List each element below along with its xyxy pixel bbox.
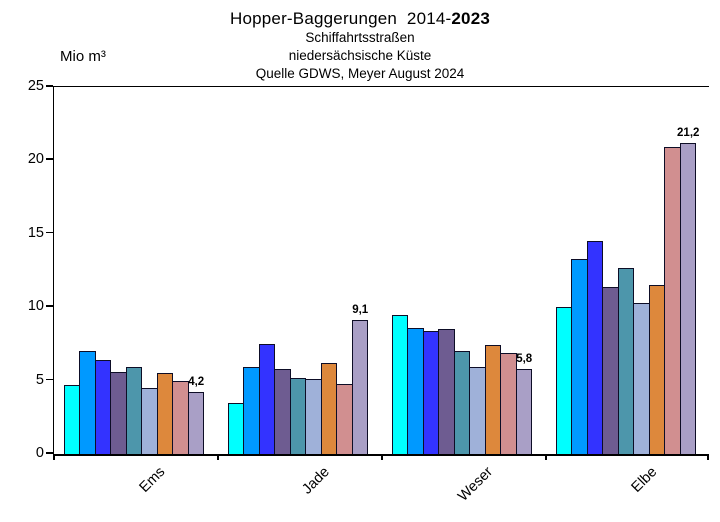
y-tick-20	[46, 158, 53, 160]
bar-group-elbe: 21,2	[556, 87, 700, 454]
bar-elbe-1	[556, 307, 573, 454]
bar-weser-3	[422, 330, 440, 454]
x-axis-label-ems: Ems	[136, 464, 169, 496]
data-label-jade: 9,1	[352, 304, 369, 317]
bar-jade-1	[228, 402, 245, 454]
title-block: Hopper-Baggerungen 2014-2023 Schiffahrts…	[0, 9, 720, 83]
bar-ems-8	[172, 380, 189, 454]
y-tick-label-25: 25	[27, 78, 44, 94]
bar-jade-7	[320, 362, 338, 454]
y-tick-label-15: 15	[27, 224, 44, 241]
y-tick-label-5: 5	[35, 371, 44, 388]
bar-group-weser: 5,8	[392, 87, 532, 454]
bar-elbe-2	[571, 258, 588, 454]
y-tick-label-0: 0	[35, 445, 44, 461]
bar-ems-5	[125, 367, 143, 454]
bar-elbe-3	[586, 241, 604, 454]
y-tick-10	[46, 305, 53, 307]
bar-ems-7	[156, 373, 174, 454]
y-tick-5	[46, 378, 53, 381]
bar-elbe-6	[633, 302, 650, 454]
bar-jade-5	[289, 377, 307, 454]
bar-group-jade: 9,1	[228, 87, 368, 454]
bar-jade-4	[274, 368, 291, 454]
y-tick-25	[46, 85, 53, 87]
y-tick-15	[46, 231, 53, 234]
bar-jade-2	[243, 367, 260, 454]
data-label-elbe: 21,2	[677, 126, 700, 139]
bar-weser-9	[515, 368, 532, 454]
bar-ems-6	[141, 387, 158, 454]
chart-subtitle-3: Quelle GDWS, Meyer August 2024	[255, 66, 465, 81]
x-tick-1	[53, 454, 55, 460]
bar-elbe-5	[617, 267, 635, 454]
y-tick-label-20: 20	[27, 151, 44, 168]
bar-jade-3	[258, 343, 276, 454]
bar-weser-5	[453, 351, 471, 454]
bar-ems-9	[187, 392, 204, 454]
x-axis-label-elbe: Elbe	[628, 464, 661, 496]
chart-title-prefix: Hopper-Baggerungen 2014-	[229, 9, 452, 28]
bar-weser-4	[438, 329, 455, 454]
bar-jade-6	[305, 379, 322, 454]
bar-elbe-7	[648, 285, 666, 454]
bar-elbe-8	[664, 147, 681, 454]
bar-weser-8	[500, 352, 517, 454]
bar-weser-2	[407, 327, 424, 454]
x-axis-label-jade: Jade	[298, 464, 333, 498]
chart-title-year-bold: 2023	[451, 9, 491, 28]
bar-jade-9	[351, 320, 368, 454]
y-axis-unit-label: Mio m³	[60, 48, 106, 65]
x-tick-4	[545, 454, 547, 460]
bar-weser-7	[484, 345, 502, 454]
x-tick-5	[707, 454, 709, 460]
bar-elbe-4	[602, 286, 619, 454]
y-tick-0	[46, 452, 53, 454]
data-label-weser: 5,8	[516, 352, 533, 365]
bar-ems-1	[64, 385, 81, 454]
data-label-ems: 4,2	[188, 376, 205, 389]
bar-weser-6	[469, 367, 486, 454]
bar-ems-4	[110, 371, 127, 454]
chart-title: Hopper-Baggerungen 2014-2023	[0, 9, 720, 29]
x-axis-label-weser: Weser	[455, 464, 497, 505]
bar-ems-2	[79, 351, 96, 454]
y-tick-label-10: 10	[27, 298, 44, 315]
chart-subtitle-2: niedersächsische Küste	[288, 48, 432, 63]
x-tick-2	[217, 454, 219, 460]
bar-ems-3	[94, 360, 112, 454]
bar-jade-8	[336, 383, 353, 454]
bar-group-ems: 4,2	[64, 87, 204, 454]
bar-elbe-9	[679, 142, 696, 454]
plot-area: 4,2 9,1 5,8 21,2	[53, 86, 709, 456]
chart-subtitle-1: Schiffahrtsstraßen	[305, 30, 415, 45]
x-tick-3	[381, 454, 383, 460]
bar-weser-1	[392, 314, 409, 454]
